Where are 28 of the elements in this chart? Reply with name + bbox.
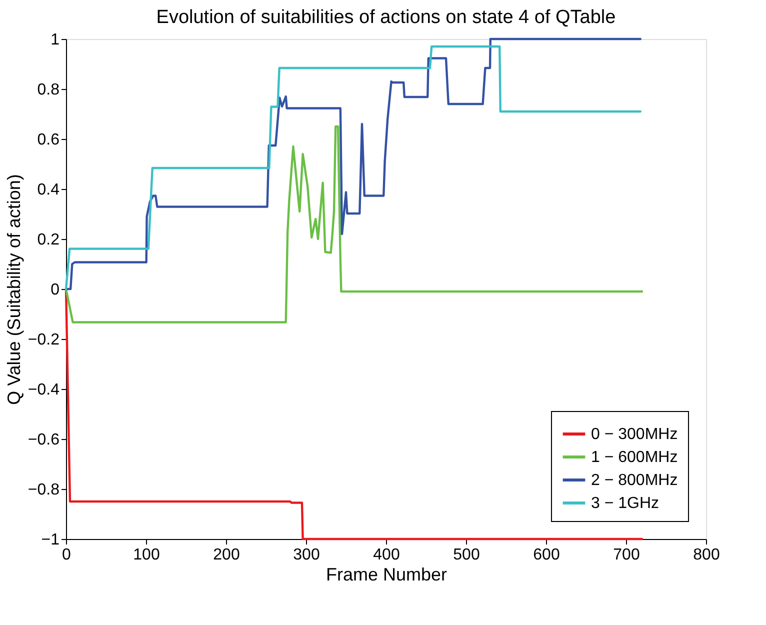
legend-label: 2 − 800MHz xyxy=(591,472,678,489)
x-tick-label: 400 xyxy=(373,546,400,564)
x-axis-title: Frame Number xyxy=(326,564,448,584)
x-tick-label: 200 xyxy=(213,546,240,564)
y-tick-label: −0.8 xyxy=(28,482,60,498)
legend-label: 1 − 600MHz xyxy=(591,449,678,466)
y-tick-label: −0.2 xyxy=(28,332,60,348)
x-tick-label: 700 xyxy=(613,546,640,564)
y-tick-label: 0.4 xyxy=(37,182,60,198)
y-tick-label: −0.4 xyxy=(28,382,60,398)
y-tick-label: −0.6 xyxy=(28,432,60,448)
legend-label: 0 − 300MHz xyxy=(591,426,678,443)
line-series xyxy=(64,125,644,324)
y-tick-label: 0.8 xyxy=(37,82,60,98)
y-tick-label: 0.2 xyxy=(37,232,60,248)
y-tick-label: −1 xyxy=(41,532,60,548)
legend-label: 3 − 1GHz xyxy=(591,495,660,512)
y-tick-label: 1 xyxy=(50,32,60,48)
chart-title: Evolution of suitabilities of actions on state 4 of QTable xyxy=(156,7,616,28)
x-tick-label: 0 xyxy=(62,546,72,564)
x-tick-label: 100 xyxy=(133,546,160,564)
y-tick-label: 0.6 xyxy=(37,132,60,148)
y-tick-label: 0 xyxy=(50,282,60,298)
x-tick-label: 600 xyxy=(533,546,560,564)
y-axis-title: Q Value (Suitability of action) xyxy=(4,174,24,405)
x-tick-label: 500 xyxy=(453,546,480,564)
x-tick-label: 800 xyxy=(693,546,720,564)
x-tick-label: 300 xyxy=(293,546,320,564)
